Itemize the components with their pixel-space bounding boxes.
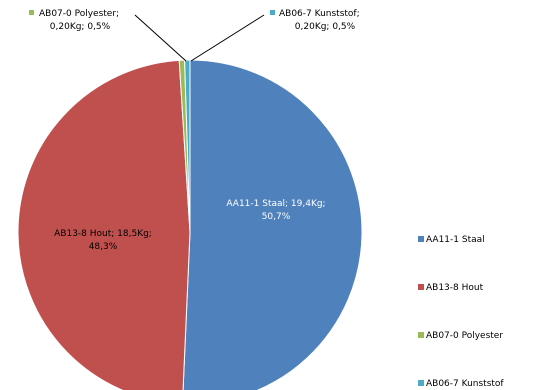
pie-slice-staal (182, 59, 363, 390)
leader-line-kunststof (190, 14, 265, 62)
slice-label-hout-line1: AB13-8 Hout; 18,5Kg; (54, 229, 152, 239)
slice-label-staal-line2: 50,7% (262, 212, 291, 222)
callout-label-kunststof-line2: 0,20Kg; 0,5% (295, 22, 356, 32)
callout-marker-polyester (29, 10, 34, 15)
legend-swatch-staal (418, 236, 424, 242)
legend-swatch-kunststof (418, 380, 424, 386)
legend-label-hout: AB13-8 Hout (426, 283, 484, 293)
callout-label-polyester-line2: 0,20Kg; 0,5% (50, 22, 111, 32)
legend-label-staal: AA11-1 Staal (426, 235, 485, 245)
slice-label-staal-line1: AA11-1 Staal; 19,4Kg; (226, 199, 325, 209)
callout-label-polyester-line1: AB07-0 Polyester; (39, 9, 119, 19)
callout-marker-kunststof (270, 10, 275, 15)
callout-label-kunststof-line1: AB06-7 Kunststof; (279, 9, 360, 19)
legend-label-polyester: AB07-0 Polyester (426, 331, 503, 341)
pie-slice-hout (17, 59, 191, 390)
legend-swatch-polyester (418, 332, 424, 338)
legend: AA11-1 Staal AB13-8 Hout AB07-0 Polyeste… (418, 235, 504, 389)
legend-swatch-hout (418, 284, 424, 290)
slice-label-hout-line2: 48,3% (89, 242, 118, 252)
legend-label-kunststof: AB06-7 Kunststof (426, 379, 504, 389)
leader-line-polyester (134, 14, 187, 62)
